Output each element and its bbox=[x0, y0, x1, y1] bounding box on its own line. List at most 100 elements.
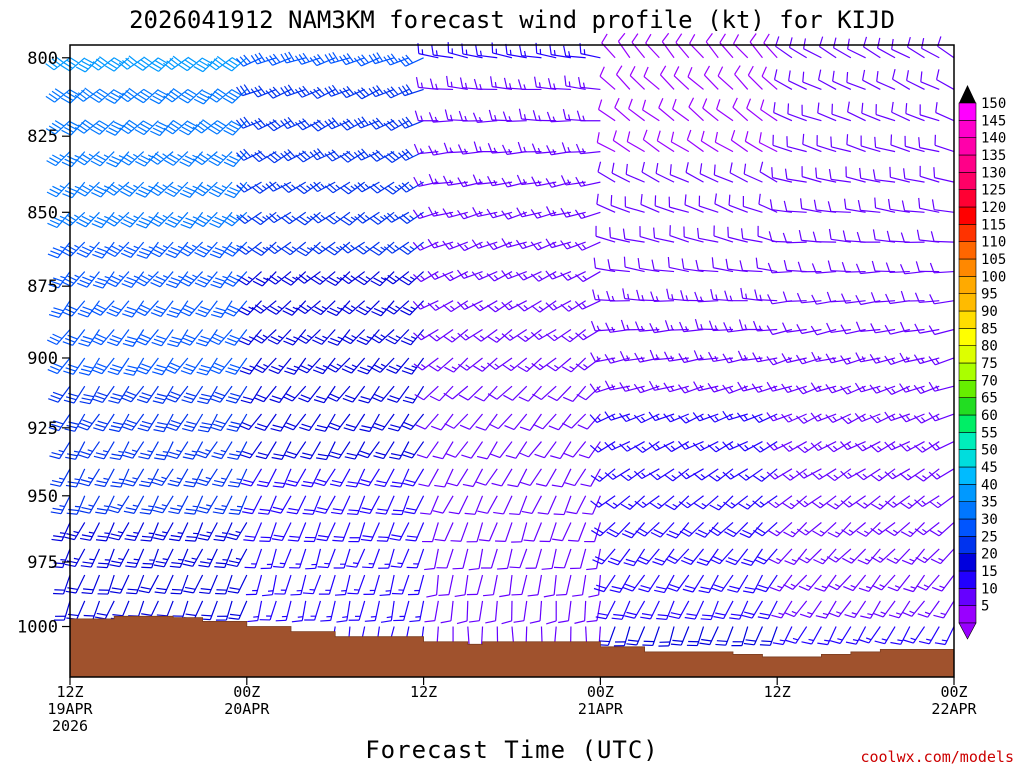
wind-barb bbox=[164, 211, 189, 228]
wind-barb bbox=[623, 256, 645, 273]
wind-barb bbox=[874, 626, 896, 645]
wind-barb bbox=[684, 194, 704, 213]
wind-barb bbox=[252, 241, 277, 257]
barb-feather bbox=[149, 98, 160, 105]
barb-feather bbox=[227, 396, 239, 401]
barb-feather bbox=[111, 275, 122, 282]
wind-barb bbox=[105, 89, 130, 104]
barb-staff bbox=[733, 43, 749, 59]
barb-feather bbox=[401, 370, 413, 375]
barb-feather bbox=[197, 537, 209, 541]
wind-barb bbox=[457, 241, 483, 252]
wind-barb bbox=[53, 574, 71, 595]
barb-staff bbox=[628, 468, 645, 482]
wind-barb bbox=[694, 495, 719, 510]
barb-feather bbox=[432, 455, 443, 460]
barb-feather bbox=[75, 190, 86, 197]
barb-feather bbox=[342, 120, 351, 129]
barb-feather bbox=[138, 366, 149, 372]
barb-feather bbox=[359, 366, 370, 372]
barb-feather bbox=[97, 391, 108, 397]
wind-barb bbox=[531, 176, 557, 187]
wind-barb bbox=[383, 118, 410, 131]
barb-half-feather bbox=[820, 558, 826, 562]
barb-staff bbox=[450, 600, 454, 621]
barb-feather bbox=[251, 186, 261, 194]
barb-feather bbox=[693, 472, 703, 481]
barb-feather bbox=[98, 562, 109, 565]
barb-staff bbox=[369, 413, 380, 432]
barb-half-feather bbox=[832, 445, 838, 451]
wind-barb bbox=[811, 294, 837, 305]
wind-barb bbox=[483, 574, 498, 597]
barb-feather bbox=[841, 293, 847, 304]
barb-feather bbox=[194, 282, 205, 288]
barb-feather bbox=[251, 218, 261, 226]
wind-barb bbox=[798, 230, 822, 243]
wind-barb bbox=[359, 413, 380, 433]
wind-barb bbox=[772, 626, 793, 646]
barb-feather bbox=[817, 642, 828, 646]
wind-barb bbox=[75, 57, 100, 73]
barb-half-feather bbox=[837, 638, 843, 641]
wind-barb bbox=[857, 200, 881, 213]
wind-barb bbox=[517, 79, 542, 91]
barb-staff bbox=[504, 522, 513, 542]
barb-half-feather bbox=[222, 245, 228, 249]
barb-feather bbox=[368, 87, 376, 97]
barb-feather bbox=[113, 57, 124, 64]
barb-staff bbox=[801, 328, 822, 335]
barb-half-feather bbox=[206, 558, 213, 561]
barb-staff bbox=[89, 522, 101, 541]
barb-feather bbox=[107, 509, 119, 514]
wind-barb bbox=[274, 574, 292, 595]
barb-feather bbox=[78, 156, 88, 163]
barb-half-feather bbox=[463, 180, 468, 187]
barb-staff bbox=[742, 269, 763, 273]
wind-barb bbox=[596, 132, 616, 153]
barb-feather bbox=[294, 121, 304, 131]
wind-barb bbox=[530, 271, 557, 282]
barb-half-feather bbox=[306, 305, 312, 309]
barb-half-feather bbox=[493, 211, 498, 218]
barb-feather bbox=[563, 452, 574, 458]
barb-staff bbox=[257, 600, 263, 621]
barb-feather bbox=[696, 561, 707, 566]
barb-feather bbox=[110, 183, 121, 191]
barb-feather bbox=[140, 334, 151, 340]
wind-barb bbox=[604, 468, 631, 480]
barb-staff bbox=[189, 300, 204, 317]
barb-feather bbox=[171, 336, 182, 341]
barb-half-feather bbox=[866, 585, 872, 589]
barb-staff bbox=[232, 241, 248, 257]
barb-staff bbox=[714, 203, 734, 213]
wind-barb bbox=[446, 75, 468, 91]
barb-feather bbox=[369, 249, 380, 256]
barb-feather bbox=[329, 483, 341, 487]
barb-staff bbox=[464, 574, 469, 595]
wind-barb bbox=[518, 385, 542, 402]
wind-barb bbox=[459, 413, 483, 430]
barb-feather bbox=[389, 456, 400, 460]
barb-staff bbox=[444, 522, 454, 541]
barb-feather bbox=[475, 481, 486, 486]
barb-feather bbox=[105, 281, 116, 288]
wind-barb bbox=[887, 198, 910, 213]
wind-barb bbox=[240, 385, 263, 404]
wind-barb bbox=[348, 522, 366, 543]
wind-barb bbox=[885, 293, 910, 305]
barb-feather bbox=[118, 95, 129, 103]
barb-half-feather bbox=[758, 386, 763, 392]
wind-barb bbox=[689, 33, 704, 59]
barb-feather bbox=[136, 369, 147, 375]
barb-feather bbox=[211, 455, 222, 460]
barb-feather bbox=[236, 184, 245, 193]
barb-half-feather bbox=[206, 184, 212, 189]
barb-half-feather bbox=[640, 416, 646, 422]
wind-barb bbox=[502, 357, 528, 372]
barb-staff bbox=[733, 522, 749, 538]
barb-staff bbox=[836, 574, 852, 591]
wind-barb bbox=[620, 495, 646, 510]
barb-feather bbox=[359, 510, 371, 515]
barb-staff bbox=[309, 441, 321, 460]
